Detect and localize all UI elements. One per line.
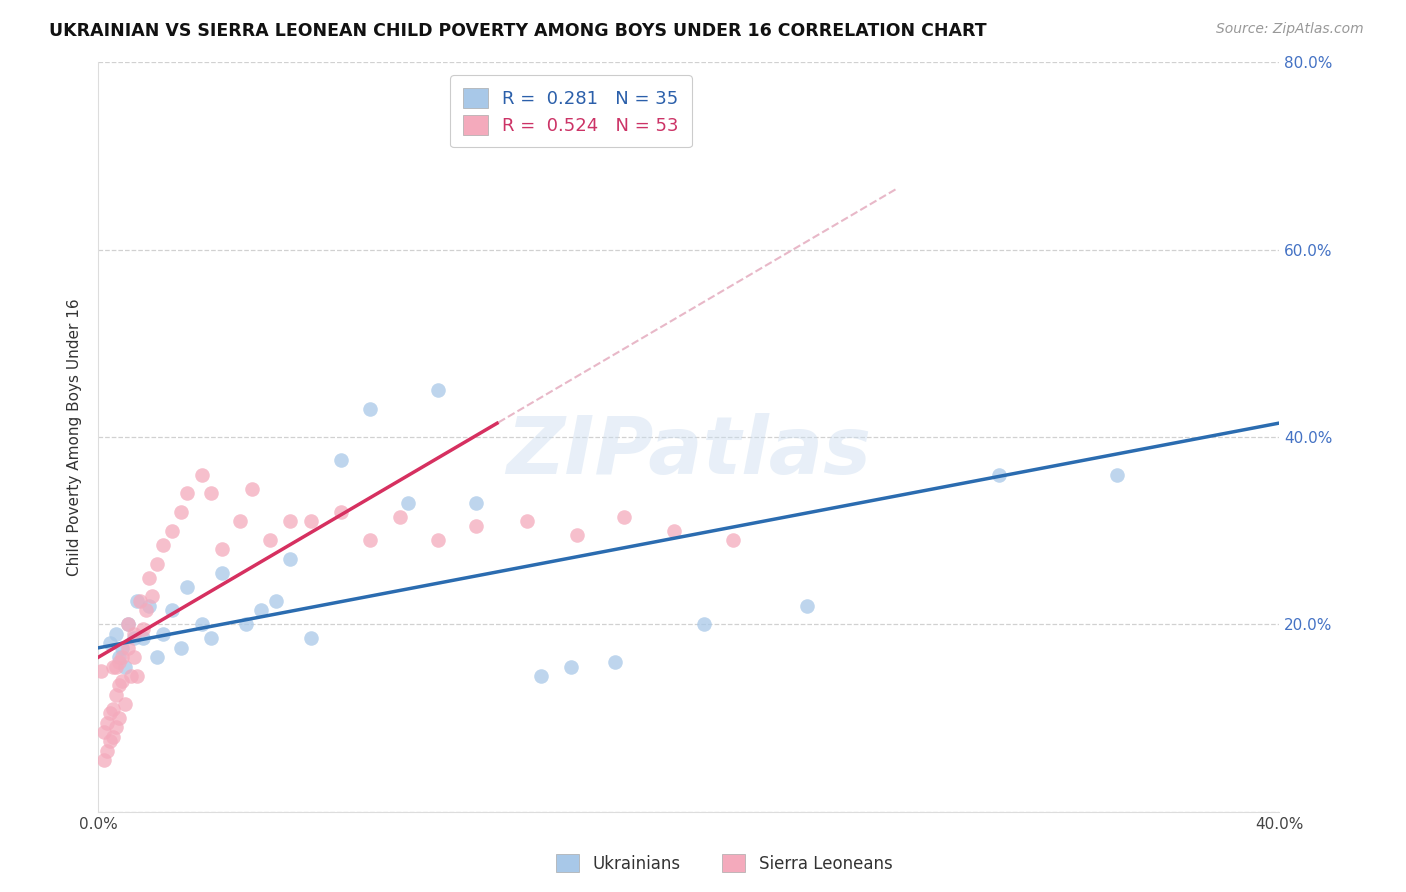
Point bbox=[176, 580, 198, 594]
Point bbox=[560, 659, 582, 673]
Point bbox=[613, 509, 636, 524]
Point bbox=[329, 505, 352, 519]
Point bbox=[132, 632, 155, 646]
Point bbox=[114, 659, 136, 673]
Point bbox=[516, 514, 538, 528]
Point bbox=[117, 640, 139, 655]
Point bbox=[191, 467, 214, 482]
Text: UKRAINIAN VS SIERRA LEONEAN CHILD POVERTY AMONG BOYS UNDER 16 CORRELATION CHART: UKRAINIAN VS SIERRA LEONEAN CHILD POVERT… bbox=[49, 22, 987, 40]
Point bbox=[108, 655, 131, 669]
Point bbox=[693, 617, 716, 632]
Point bbox=[114, 697, 136, 711]
Point bbox=[111, 650, 134, 665]
Point bbox=[138, 571, 160, 585]
Point bbox=[176, 486, 198, 500]
Point bbox=[299, 632, 322, 646]
Point bbox=[108, 711, 131, 725]
Point bbox=[105, 721, 128, 735]
Point bbox=[93, 753, 115, 767]
Point bbox=[235, 617, 257, 632]
Point bbox=[388, 509, 411, 524]
Point bbox=[398, 496, 420, 510]
Point bbox=[125, 669, 148, 683]
Point bbox=[103, 659, 125, 673]
Point bbox=[329, 453, 352, 467]
Point bbox=[664, 524, 686, 538]
Point bbox=[465, 496, 488, 510]
Point bbox=[135, 603, 157, 617]
Point bbox=[105, 626, 128, 640]
Point bbox=[141, 590, 163, 604]
Point bbox=[96, 715, 118, 730]
Point bbox=[152, 626, 174, 640]
Point bbox=[211, 542, 233, 557]
Point bbox=[90, 664, 112, 679]
Point bbox=[125, 594, 148, 608]
Text: ZIPatlas: ZIPatlas bbox=[506, 413, 872, 491]
Point bbox=[299, 514, 322, 528]
Point bbox=[605, 655, 627, 669]
Point bbox=[117, 617, 139, 632]
Point bbox=[122, 632, 145, 646]
Point bbox=[465, 519, 488, 533]
Point bbox=[122, 626, 145, 640]
Point bbox=[565, 528, 588, 542]
Point bbox=[723, 533, 745, 547]
Point bbox=[111, 673, 134, 688]
Point bbox=[146, 650, 169, 665]
Y-axis label: Child Poverty Among Boys Under 16: Child Poverty Among Boys Under 16 bbox=[66, 298, 82, 576]
Point bbox=[259, 533, 281, 547]
Point bbox=[98, 706, 121, 721]
Legend: R =  0.281   N = 35, R =  0.524   N = 53: R = 0.281 N = 35, R = 0.524 N = 53 bbox=[450, 75, 692, 147]
Point bbox=[117, 617, 139, 632]
Point bbox=[98, 734, 121, 748]
Point bbox=[128, 594, 150, 608]
Point bbox=[191, 617, 214, 632]
Point bbox=[122, 650, 145, 665]
Point bbox=[146, 557, 169, 571]
Point bbox=[200, 632, 222, 646]
Point bbox=[427, 533, 450, 547]
Point bbox=[427, 384, 450, 398]
Point bbox=[229, 514, 252, 528]
Point bbox=[211, 566, 233, 580]
Point bbox=[170, 505, 193, 519]
Point bbox=[359, 533, 381, 547]
Point bbox=[138, 599, 160, 613]
Point bbox=[96, 744, 118, 758]
Point bbox=[105, 659, 128, 673]
Point bbox=[98, 636, 121, 650]
Point bbox=[105, 688, 128, 702]
Point bbox=[103, 730, 125, 744]
Point bbox=[530, 669, 553, 683]
Point bbox=[240, 482, 263, 496]
Point bbox=[132, 622, 155, 636]
Point bbox=[200, 486, 222, 500]
Point bbox=[162, 524, 183, 538]
Point bbox=[170, 640, 193, 655]
Legend: Ukrainians, Sierra Leoneans: Ukrainians, Sierra Leoneans bbox=[548, 847, 900, 880]
Point bbox=[103, 701, 125, 715]
Point bbox=[152, 538, 174, 552]
Point bbox=[1107, 467, 1129, 482]
Point bbox=[120, 669, 142, 683]
Point bbox=[280, 551, 302, 566]
Point bbox=[796, 599, 818, 613]
Point bbox=[93, 725, 115, 739]
Point bbox=[108, 650, 131, 665]
Point bbox=[264, 594, 287, 608]
Text: Source: ZipAtlas.com: Source: ZipAtlas.com bbox=[1216, 22, 1364, 37]
Point bbox=[359, 401, 381, 416]
Point bbox=[280, 514, 302, 528]
Point bbox=[111, 640, 134, 655]
Point bbox=[108, 678, 131, 692]
Point bbox=[162, 603, 183, 617]
Point bbox=[988, 467, 1011, 482]
Point bbox=[250, 603, 273, 617]
